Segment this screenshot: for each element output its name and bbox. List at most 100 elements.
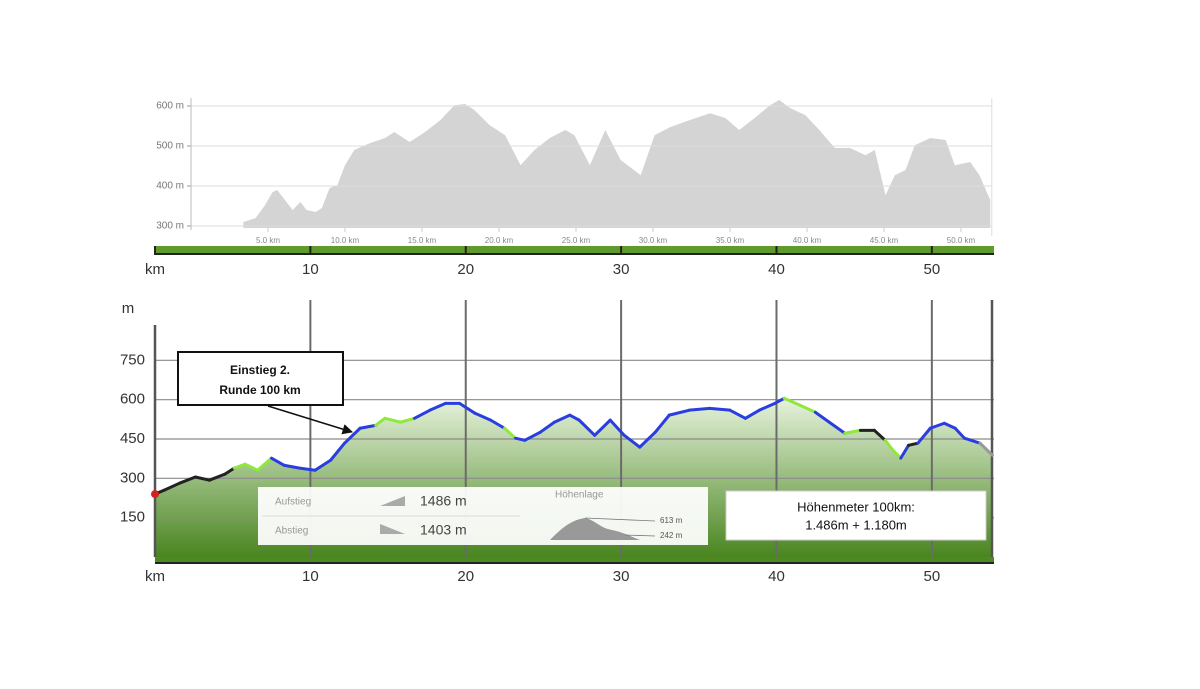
profile-segment bbox=[593, 418, 612, 437]
profile-segment bbox=[329, 441, 347, 462]
profile-segment bbox=[398, 416, 416, 424]
x-tick-label: 20.0 km bbox=[485, 236, 514, 245]
profile-segment bbox=[843, 428, 862, 435]
stat-value: 242 m bbox=[660, 531, 683, 540]
profile-segment bbox=[207, 472, 227, 482]
profile-segment bbox=[813, 410, 831, 424]
profile-segment bbox=[608, 418, 626, 437]
note-text: Höhenmeter 100km: bbox=[797, 499, 915, 514]
profile-segment bbox=[757, 401, 777, 412]
profile-segment bbox=[428, 401, 448, 412]
stat-label: Aufstieg bbox=[275, 497, 311, 508]
profile-segment bbox=[412, 408, 432, 420]
profile-segment bbox=[687, 406, 712, 412]
profile-segment bbox=[782, 396, 802, 407]
profile-segment bbox=[232, 462, 247, 470]
x-tick-label: 15.0 km bbox=[408, 236, 437, 245]
profile-segment bbox=[383, 416, 402, 424]
x-tick-label: 35.0 km bbox=[716, 236, 745, 245]
profile-segment bbox=[728, 408, 747, 420]
y-tick-label: 400 m bbox=[156, 181, 184, 192]
x2-tick-label: km bbox=[145, 261, 165, 278]
x-tick-label: 40 bbox=[768, 568, 785, 585]
profile-segment bbox=[297, 466, 317, 472]
km-strip bbox=[155, 246, 994, 254]
y-tick-label: 300 bbox=[120, 469, 145, 486]
y-tick-label: 750 bbox=[120, 351, 145, 368]
annotation-text: Runde 100 km bbox=[219, 383, 300, 397]
profile-segment bbox=[978, 441, 994, 457]
profile-segment bbox=[827, 420, 847, 435]
profile-segment bbox=[653, 413, 671, 434]
x-tick-label: 30.0 km bbox=[639, 236, 668, 245]
top-chart: 300 m 400 m 500 m 600 m 5.0 km 10.0 km 15.0 km… bbox=[145, 98, 994, 278]
profile-segment bbox=[458, 401, 477, 415]
x2-tick-label: 20 bbox=[457, 261, 474, 278]
profile-segment bbox=[899, 443, 911, 460]
x-tick-label: 10 bbox=[302, 568, 319, 585]
profile-segment bbox=[907, 441, 920, 447]
km-strip bbox=[155, 557, 994, 563]
profile-segment bbox=[891, 448, 903, 460]
profile-segment bbox=[953, 426, 966, 440]
x-tick-label: 25.0 km bbox=[562, 236, 591, 245]
x2-tick-label: 30 bbox=[613, 261, 630, 278]
profile-segment bbox=[708, 406, 732, 412]
profile-segment bbox=[552, 413, 572, 424]
x2-tick-label: 10 bbox=[302, 261, 319, 278]
profile-segment bbox=[193, 475, 211, 482]
annotation-box bbox=[177, 351, 344, 406]
stat-value: 1403 m bbox=[420, 522, 467, 538]
stat-value: 1486 m bbox=[420, 493, 467, 509]
profile-segment bbox=[523, 430, 542, 442]
x-tick-label: 40.0 km bbox=[793, 236, 822, 245]
y-tick-label: 600 bbox=[120, 391, 145, 408]
area bbox=[243, 100, 991, 228]
profile-segment bbox=[256, 456, 274, 472]
start-point bbox=[151, 490, 159, 499]
profile-segment bbox=[513, 436, 527, 442]
stat-value: 613 m bbox=[660, 516, 683, 525]
x-tick-label: 20 bbox=[457, 568, 474, 585]
profile-segment bbox=[358, 423, 378, 430]
x-tick-label: km bbox=[145, 568, 165, 585]
y-tick-label: 300 m bbox=[156, 221, 184, 232]
x-tick-label: 10.0 km bbox=[331, 236, 360, 245]
y-tick-label: 600 m bbox=[156, 101, 184, 112]
profile-segment bbox=[872, 428, 887, 442]
profile-segment bbox=[773, 396, 786, 405]
descent-icon bbox=[380, 524, 405, 534]
profile-segment bbox=[942, 421, 957, 430]
profile-segment bbox=[162, 481, 182, 492]
profile-segment bbox=[343, 426, 362, 445]
range-line bbox=[584, 517, 656, 522]
profile-segment bbox=[374, 416, 387, 427]
profile-segment bbox=[928, 421, 946, 430]
profile-segment bbox=[270, 456, 286, 467]
x-tick-label: 50 bbox=[924, 568, 941, 585]
profile-segment bbox=[798, 403, 817, 414]
profile-segment bbox=[503, 426, 517, 440]
profile-segment bbox=[622, 433, 642, 449]
profile-segment bbox=[282, 463, 301, 470]
profile-segment bbox=[883, 438, 895, 452]
annotation-text: Einstieg 2. bbox=[230, 363, 290, 377]
profile-segment bbox=[178, 475, 197, 485]
x2-tick-label: 40 bbox=[768, 261, 785, 278]
profile-segment bbox=[473, 411, 493, 422]
profile-segment bbox=[568, 413, 581, 422]
profile-segment bbox=[667, 408, 691, 417]
x-tick-label: 5.0 km bbox=[256, 236, 280, 245]
y-tick-label: 150 bbox=[120, 509, 145, 526]
x-tick-label: 30 bbox=[613, 568, 630, 585]
x2-tick-label: 50 bbox=[924, 261, 941, 278]
y-tick-label: 450 bbox=[120, 430, 145, 447]
profile-segment bbox=[962, 436, 982, 445]
profile-segment bbox=[638, 430, 657, 449]
annotation-arrow bbox=[267, 405, 354, 435]
note-box bbox=[725, 490, 987, 541]
profile-segment bbox=[577, 418, 597, 437]
stat-label: Abstieg bbox=[275, 526, 308, 537]
